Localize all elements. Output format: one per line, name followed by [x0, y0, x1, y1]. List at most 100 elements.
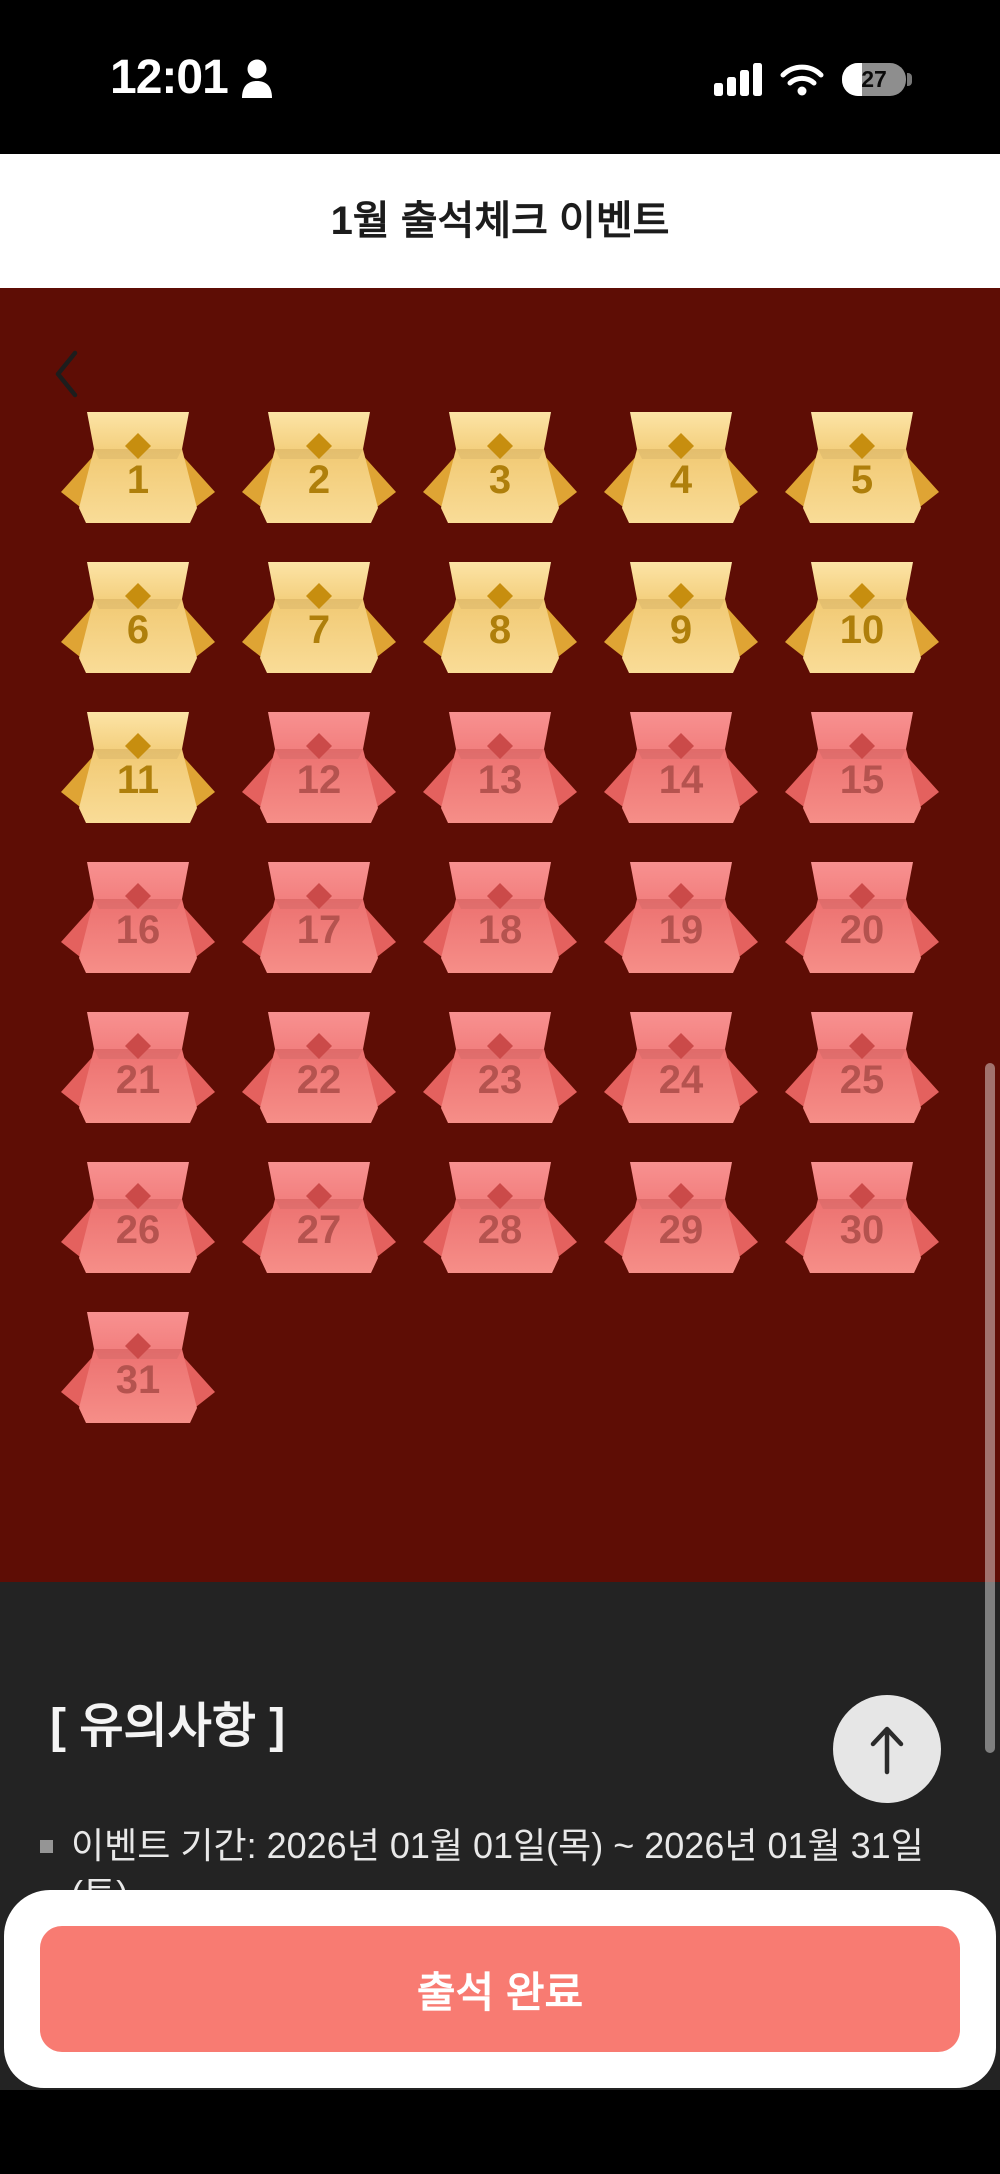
envelope-day-number: 21: [115, 1058, 161, 1102]
envelope-day-number: 27: [296, 1208, 342, 1252]
envelope-day-number: 7: [307, 608, 331, 652]
diamond-seal-icon: [849, 883, 875, 909]
envelope-icon: [785, 1012, 939, 1123]
envelope-day[interactable]: 8: [421, 562, 579, 673]
envelope-day[interactable]: 18: [421, 862, 579, 973]
diamond-seal-icon: [125, 1033, 151, 1059]
envelope-icon: [423, 1162, 577, 1273]
diamond-seal-icon: [668, 1183, 694, 1209]
diamond-seal-icon: [125, 1183, 151, 1209]
status-bar: 12:01 27: [0, 0, 1000, 154]
envelope-day[interactable]: 28: [421, 1162, 579, 1273]
envelope-day-number: 10: [839, 608, 885, 652]
envelope-icon: [785, 562, 939, 673]
envelope-day-number: 30: [839, 1208, 885, 1252]
diamond-seal-icon: [487, 433, 513, 459]
envelope-icon: [604, 1162, 758, 1273]
scrollbar-thumb[interactable]: [985, 1063, 995, 1753]
notice-heading: [ 유의사항 ]: [50, 1700, 286, 1753]
diamond-seal-icon: [487, 1033, 513, 1059]
envelope-icon: [61, 562, 215, 673]
diamond-seal-icon: [849, 433, 875, 459]
envelope-grid: 1 2 3 4: [59, 412, 941, 1423]
diamond-seal-icon: [487, 583, 513, 609]
diamond-seal-icon: [849, 1183, 875, 1209]
envelope-day-number: 6: [126, 608, 150, 652]
envelope-day-number: 25: [839, 1058, 885, 1102]
envelope-day-number: 18: [477, 908, 523, 952]
envelope-day-number: 11: [116, 758, 160, 802]
envelope-day-number: 22: [296, 1058, 342, 1102]
diamond-seal-icon: [849, 1033, 875, 1059]
envelope-icon: [423, 412, 577, 523]
square-bullet-icon: [40, 1840, 53, 1853]
envelope-icon: [423, 712, 577, 823]
envelope-day[interactable]: 22: [240, 1012, 398, 1123]
envelope-day[interactable]: 23: [421, 1012, 579, 1123]
envelope-day-number: 4: [669, 458, 693, 502]
scroll-to-top-button[interactable]: [833, 1695, 941, 1803]
arrow-up-icon: [870, 1726, 904, 1775]
diamond-seal-icon: [125, 883, 151, 909]
envelope-day[interactable]: 24: [602, 1012, 760, 1123]
diamond-seal-icon: [306, 433, 332, 459]
envelope-day-number: 8: [488, 608, 512, 652]
envelope-day[interactable]: 10: [783, 562, 941, 673]
battery-fill-level: [842, 63, 862, 96]
envelope-day[interactable]: 19: [602, 862, 760, 973]
envelope-day-number: 9: [669, 608, 693, 652]
envelope-day[interactable]: 31: [59, 1312, 217, 1423]
diamond-seal-icon: [306, 883, 332, 909]
bottom-gesture-area: [0, 2090, 1000, 2174]
envelope-day-number: 20: [839, 908, 885, 952]
envelope-day[interactable]: 25: [783, 1012, 941, 1123]
diamond-seal-icon: [306, 1183, 332, 1209]
envelope-day[interactable]: 26: [59, 1162, 217, 1273]
envelope-day[interactable]: 3: [421, 412, 579, 523]
status-right-cluster: 27: [714, 62, 912, 96]
envelope-day-number: 23: [477, 1058, 523, 1102]
envelope-day[interactable]: 6: [59, 562, 217, 673]
envelope-day-number: 1: [126, 458, 150, 502]
envelope-day[interactable]: 4: [602, 412, 760, 523]
envelope-icon: [423, 1012, 577, 1123]
envelope-day[interactable]: 27: [240, 1162, 398, 1273]
envelope-day-number: 29: [658, 1208, 704, 1252]
envelope-day[interactable]: 1: [59, 412, 217, 523]
envelope-day[interactable]: 13: [421, 712, 579, 823]
diamond-seal-icon: [668, 583, 694, 609]
envelope-day[interactable]: 21: [59, 1012, 217, 1123]
diamond-seal-icon: [668, 733, 694, 759]
envelope-day[interactable]: 7: [240, 562, 398, 673]
envelope-icon: [242, 712, 396, 823]
envelope-icon: [242, 1012, 396, 1123]
envelope-day[interactable]: 2: [240, 412, 398, 523]
envelope-day[interactable]: 30: [783, 1162, 941, 1273]
back-button[interactable]: [36, 340, 96, 410]
battery-icon: 27: [842, 63, 912, 96]
envelope-day[interactable]: 9: [602, 562, 760, 673]
envelope-day-number: 24: [658, 1058, 704, 1102]
envelope-day[interactable]: 11: [59, 712, 217, 823]
person-icon: [241, 59, 272, 98]
envelope-day[interactable]: 14: [602, 712, 760, 823]
envelope-icon: [61, 412, 215, 523]
envelope-icon: [604, 1012, 758, 1123]
envelope-day[interactable]: 5: [783, 412, 941, 523]
diamond-seal-icon: [487, 1183, 513, 1209]
envelope-icon: [242, 1162, 396, 1273]
envelope-day-number: 12: [296, 758, 342, 802]
envelope-icon: [61, 1312, 215, 1423]
diamond-seal-icon: [849, 583, 875, 609]
envelope-day[interactable]: 17: [240, 862, 398, 973]
app-header: 1월 출석체크 이벤트: [0, 154, 1000, 397]
envelope-day[interactable]: 15: [783, 712, 941, 823]
envelope-day[interactable]: 16: [59, 862, 217, 973]
attendance-complete-button[interactable]: 출석 완료: [40, 1926, 960, 2052]
envelope-icon: [604, 712, 758, 823]
envelope-icon: [61, 1162, 215, 1273]
envelope-day[interactable]: 12: [240, 712, 398, 823]
envelope-day[interactable]: 29: [602, 1162, 760, 1273]
envelope-day[interactable]: 20: [783, 862, 941, 973]
bottom-action-bar: 출석 완료: [4, 1890, 996, 2088]
